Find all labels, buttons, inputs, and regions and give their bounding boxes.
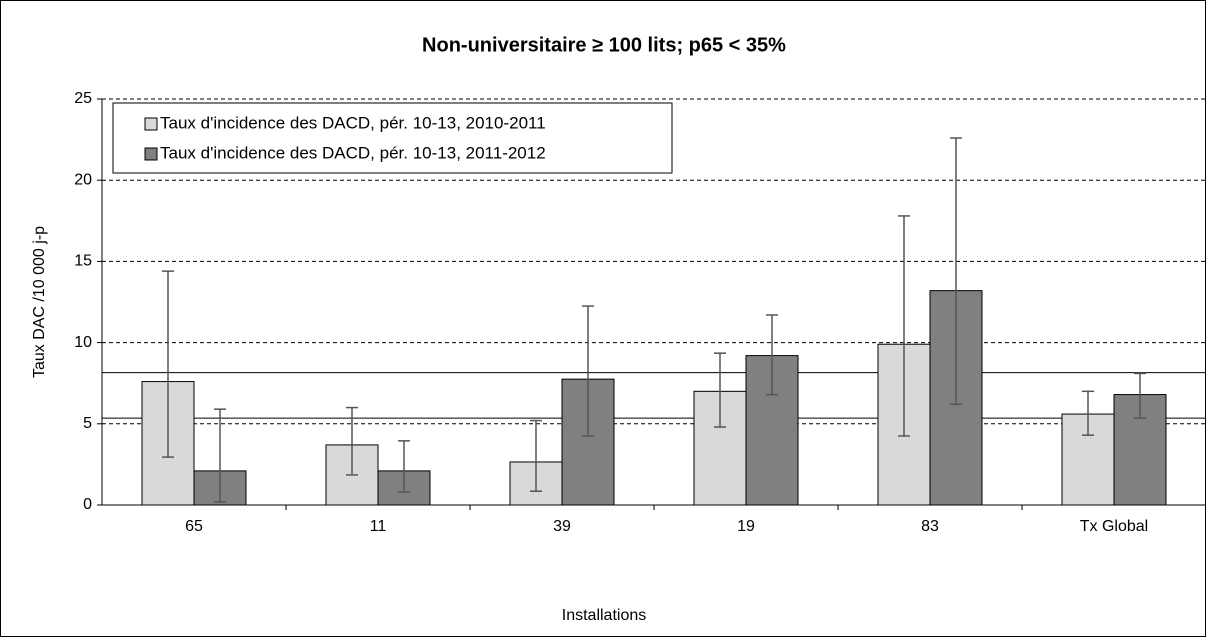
x-tick-label: 83 <box>921 518 939 535</box>
chart-title: Non-universitaire ≥ 100 lits; p65 < 35% <box>422 34 786 56</box>
y-tick-label: 0 <box>83 496 92 513</box>
y-tick-label: 10 <box>74 334 92 351</box>
x-tick-label: 65 <box>185 518 203 535</box>
y-tick-label: 15 <box>74 253 92 270</box>
y-tick-label: 25 <box>74 90 92 107</box>
legend-label: Taux d'incidence des DACD, pér. 10-13, 2… <box>160 143 546 162</box>
legend-box <box>112 102 673 174</box>
x-tick-label: 39 <box>553 518 571 535</box>
reference-band <box>101 372 1206 419</box>
legend-label: Taux d'incidence des DACD, pér. 10-13, 2… <box>160 113 546 132</box>
legend-swatch <box>144 117 158 131</box>
x-tick-label: 11 <box>370 518 387 535</box>
x-tick-label: Tx Global <box>1080 518 1148 535</box>
y-axis-title: Taux DAC /10 000 j-p <box>31 226 48 378</box>
y-tick-label: 20 <box>74 171 92 188</box>
legend-swatch <box>144 147 158 161</box>
x-axis-title: Installations <box>562 607 647 624</box>
y-tick-label: 5 <box>83 415 92 432</box>
x-tick-label: 19 <box>737 518 755 535</box>
